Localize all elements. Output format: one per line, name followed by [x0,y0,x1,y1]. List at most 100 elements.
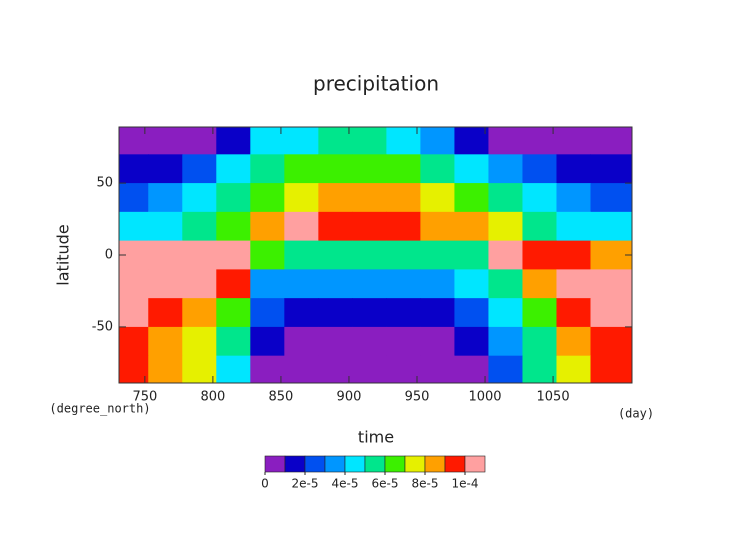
heat-cell [318,298,353,328]
y-tick-label: 50 [96,176,113,191]
heat-cell [318,269,353,299]
heat-cell [284,240,319,270]
heat-cell [590,326,632,357]
heat-cell [454,154,489,184]
heat-cell [386,355,421,383]
heat-cell [522,326,557,357]
heat-cell [454,298,489,328]
heat-cell [420,154,455,184]
x-tick-label: 750 [132,390,157,405]
heat-cell [522,240,557,270]
y-tick-label: 0 [105,248,113,263]
heat-cell [250,154,285,184]
heat-cell [556,298,591,328]
heat-cell [352,326,387,357]
heat-cell [522,298,557,328]
heat-cell [386,326,421,357]
heat-cell [386,269,421,299]
heat-cell [182,240,217,270]
heat-cell [119,298,149,328]
x-unit: (day) [618,407,654,421]
colorbar-box [404,455,426,473]
heat-cell [420,269,455,299]
heat-cell [488,183,523,213]
heat-cell [420,326,455,357]
heat-cell [488,269,523,299]
heat-cell [119,269,149,299]
heat-cell [488,154,523,184]
heat-cell [454,127,489,155]
heat-cell [352,355,387,383]
colorbar-label: 2e-5 [292,477,319,491]
heat-cell [119,183,149,213]
heat-cell [556,326,591,357]
heat-cell [522,154,557,184]
chart-title: precipitation [313,72,439,96]
heat-cell [284,127,319,155]
heat-cell [284,355,319,383]
heat-cell [182,183,217,213]
heat-cell [590,298,632,328]
heat-cell [386,183,421,213]
y-tick-label: -50 [92,319,113,334]
heat-cell [182,326,217,357]
heat-cell [352,269,387,299]
heat-cell [556,269,591,299]
heat-cell [250,269,285,299]
heat-cell [454,269,489,299]
heat-cell [522,269,557,299]
heat-cell [318,127,353,155]
heat-cell [250,127,285,155]
heat-cell [386,154,421,184]
heat-cell [250,240,285,270]
heat-cell [556,240,591,270]
heat-cell [284,211,319,242]
heat-cell [590,355,632,383]
heat-cell [454,240,489,270]
heat-cell [182,127,217,155]
heat-cell [352,183,387,213]
heat-cell [386,240,421,270]
heat-cell [318,154,353,184]
heat-cell [352,154,387,184]
heat-cell [488,326,523,357]
heat-cell [522,211,557,242]
heat-cell [318,355,353,383]
heat-cell [119,355,149,383]
heat-cell [216,211,251,242]
heat-cell [216,355,251,383]
heat-cell [590,269,632,299]
heat-cell [590,154,632,184]
heat-cell [488,298,523,328]
heat-cell [420,298,455,328]
heat-cell [522,183,557,213]
heat-cell [284,269,319,299]
heat-cell [454,183,489,213]
colorbar-box [424,455,446,473]
heat-cell [119,326,149,357]
heat-cell [454,326,489,357]
heat-cell [250,326,285,357]
heat-cell [148,298,183,328]
heat-cell [250,355,285,383]
colorbar-label: 6e-5 [372,477,399,491]
heat-cell [352,298,387,328]
heat-cell [386,211,421,242]
heat-cell [590,183,632,213]
colorbar-box [264,455,286,473]
y-axis-label: latitude [54,224,73,285]
heat-cell [420,355,455,383]
x-tick-label: 800 [200,390,225,405]
heat-cell [284,183,319,213]
colorbar-box [464,455,486,473]
x-tick-label: 900 [337,390,362,405]
heat-cell [556,127,591,155]
heat-cell [352,211,387,242]
heat-cell [216,154,251,184]
heat-cell [284,154,319,184]
heat-cell [386,298,421,328]
heat-cell [420,211,455,242]
heat-cell [216,269,251,299]
x-tick-label: 850 [269,390,294,405]
